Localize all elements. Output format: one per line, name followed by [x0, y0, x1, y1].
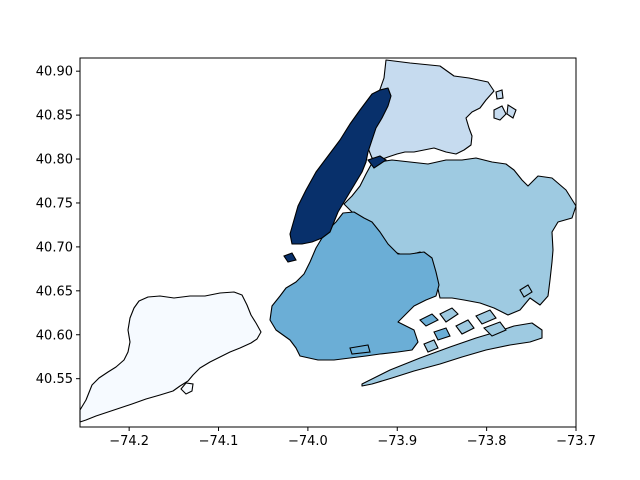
- islet-bronx-2: [506, 104, 517, 119]
- y-tick-label: 40.75: [36, 196, 73, 211]
- x-axis: −74.2 −74.1 −74.0 −73.9 −73.8 −73.7: [109, 427, 596, 449]
- region-brooklyn: [269, 211, 440, 361]
- axes-frame: [79, 57, 577, 428]
- region-queens-rockaway: [361, 322, 543, 387]
- region-manhattan: [289, 87, 392, 245]
- islet-staten: [180, 382, 194, 395]
- region-staten-island: [79, 291, 262, 423]
- jamaica-bay-islets: [349, 284, 533, 355]
- islet-governors: [283, 252, 297, 263]
- y-tick-label: 40.60: [36, 328, 73, 343]
- islet-bronx-3: [495, 89, 504, 100]
- islet-manhattan: [367, 155, 387, 169]
- y-axis: 40.55 40.60 40.65 40.70 40.75 40.80 40.85 40.90: [36, 65, 80, 387]
- y-tick-label: 40.70: [36, 240, 73, 255]
- x-tick-label: −73.8: [467, 434, 507, 449]
- islet-bronx-1: [493, 105, 507, 121]
- x-tick-label: −74.0: [288, 434, 328, 449]
- x-tick-label: −74.2: [109, 434, 149, 449]
- x-tick-label: −74.1: [199, 434, 239, 449]
- x-tick-label: −73.7: [556, 434, 596, 449]
- y-tick-label: 40.90: [36, 65, 73, 80]
- y-tick-label: 40.65: [36, 284, 73, 299]
- y-tick-label: 40.85: [36, 109, 73, 124]
- y-tick-label: 40.55: [36, 372, 73, 387]
- y-tick-label: 40.80: [36, 153, 73, 168]
- x-tick-label: −73.9: [377, 434, 417, 449]
